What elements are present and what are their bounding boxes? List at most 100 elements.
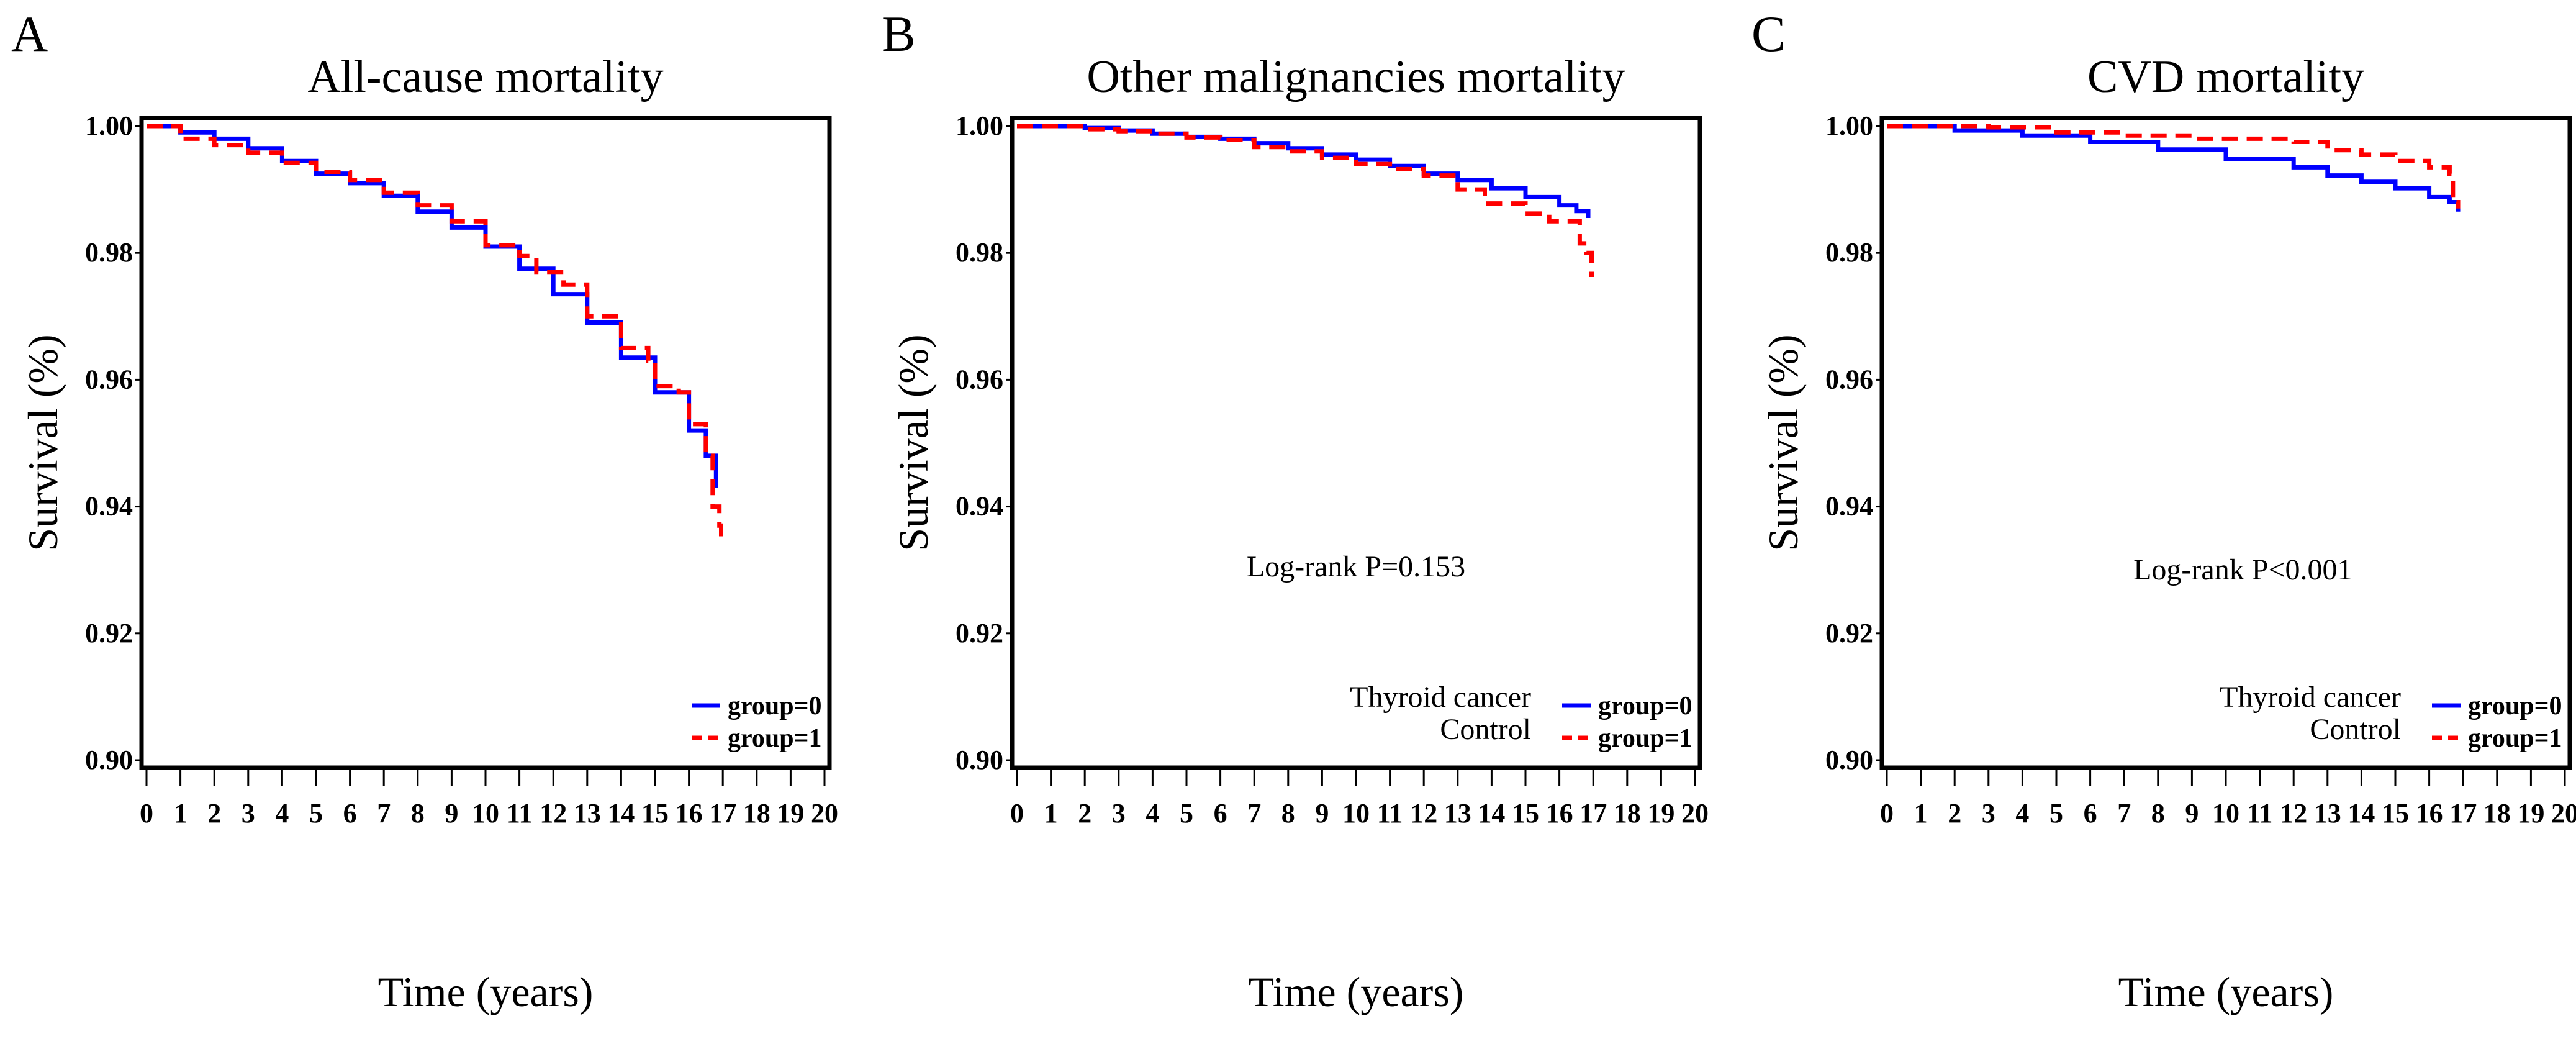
x-tick-label: 14 <box>607 798 635 829</box>
x-tick-label: 3 <box>1982 798 1995 829</box>
x-tick-label: 15 <box>1512 798 1539 829</box>
x-tick-label: 16 <box>1546 798 1573 829</box>
y-tick-label: 1.00 <box>1825 111 1873 141</box>
x-tick-label: 11 <box>1377 798 1403 829</box>
x-tick-label: 8 <box>2151 798 2165 829</box>
x-tick-label: 4 <box>275 798 289 829</box>
panel-letter: A <box>11 6 48 62</box>
y-tick-label: 0.98 <box>85 237 133 268</box>
plot-frame <box>139 116 832 770</box>
x-tick-label: 5 <box>309 798 323 829</box>
log-rank-annotation: Log-rank P=0.153 <box>1247 550 1465 583</box>
survival-curve-group-0 <box>1017 124 1591 218</box>
survival-curve-group-1 <box>1017 124 1594 277</box>
y-tick-label: 1.00 <box>85 111 133 141</box>
x-tick-label: 16 <box>676 798 703 829</box>
x-tick-label: 12 <box>1410 798 1437 829</box>
x-tick-label: 3 <box>1112 798 1126 829</box>
y-tick-label: 1.00 <box>956 111 1003 141</box>
x-tick-label: 14 <box>1478 798 1505 829</box>
panel-letter: C <box>1751 6 1786 62</box>
x-tick-label: 2 <box>1078 798 1091 829</box>
log-rank-annotation: Log-rank P<0.001 <box>2133 553 2352 586</box>
x-tick-label: 20 <box>1681 798 1709 829</box>
panel-a: A All-cause mortality Time (years) Survival… <box>11 6 838 1015</box>
x-tick-label: 9 <box>1315 798 1329 829</box>
legend-label: group=1 <box>1598 724 1692 753</box>
y-tick-label: 0.90 <box>956 745 1003 775</box>
y-tick-label: 0.94 <box>1825 491 1873 522</box>
x-tick-label: 17 <box>709 798 736 829</box>
x-axis-label: Time (years) <box>378 968 594 1015</box>
y-axis-label: Survival (%) <box>19 334 66 551</box>
x-tick-label: 13 <box>2314 798 2341 829</box>
x-tick-label: 19 <box>2517 798 2544 829</box>
x-tick-label: 2 <box>1948 798 1961 829</box>
x-tick-label: 13 <box>1444 798 1471 829</box>
x-tick-label: 1 <box>1044 798 1058 829</box>
y-tick-label: 0.90 <box>1825 745 1873 775</box>
panel-c: C CVD mortality Time (years) Survival (%) 0.… <box>1751 6 2576 1015</box>
x-tick-label: 6 <box>2084 798 2097 829</box>
x-tick-label: 7 <box>1247 798 1261 829</box>
x-tick-label: 15 <box>2382 798 2409 829</box>
plot-frame <box>1879 116 2572 770</box>
survival-curve-group-1 <box>147 124 723 545</box>
chart-title: CVD mortality <box>2087 52 2364 102</box>
x-tick-label: 5 <box>2050 798 2063 829</box>
x-tick-label: 20 <box>2551 798 2576 829</box>
y-tick-label: 0.98 <box>956 237 1003 268</box>
x-tick-label: 1 <box>1914 798 1928 829</box>
x-tick-label: 12 <box>540 798 567 829</box>
x-tick-label: 2 <box>207 798 221 829</box>
x-tick-label: 14 <box>2348 798 2375 829</box>
x-tick-label: 20 <box>811 798 838 829</box>
x-tick-label: 5 <box>1180 798 1193 829</box>
x-tick-label: 10 <box>1342 798 1370 829</box>
x-tick-label: 0 <box>1880 798 1894 829</box>
x-tick-label: 4 <box>2015 798 2029 829</box>
x-axis-label: Time (years) <box>1249 968 1464 1015</box>
x-tick-label: 0 <box>140 798 153 829</box>
x-tick-label: 17 <box>1579 798 1607 829</box>
y-tick-label: 0.92 <box>956 618 1003 648</box>
x-tick-label: 10 <box>2212 798 2239 829</box>
x-tick-label: 7 <box>2117 798 2131 829</box>
legend-group-name: Control <box>2310 713 2401 746</box>
x-tick-label: 8 <box>411 798 425 829</box>
x-tick-label: 7 <box>377 798 391 829</box>
x-tick-label: 4 <box>1146 798 1159 829</box>
y-tick-label: 0.98 <box>1825 237 1873 268</box>
y-tick-label: 0.94 <box>85 491 133 522</box>
plot-frame <box>1010 116 1702 770</box>
x-tick-label: 18 <box>743 798 771 829</box>
x-tick-label: 10 <box>472 798 499 829</box>
survival-curve-group-1 <box>1887 124 2461 209</box>
y-tick-label: 0.92 <box>1825 618 1873 648</box>
y-tick-label: 0.94 <box>956 491 1003 522</box>
y-tick-label: 0.96 <box>85 364 133 394</box>
survival-curve-group-0 <box>147 124 718 488</box>
x-tick-label: 17 <box>2449 798 2477 829</box>
x-tick-label: 13 <box>574 798 601 829</box>
x-tick-label: 1 <box>174 798 188 829</box>
panel-letter: B <box>882 6 916 62</box>
x-tick-label: 18 <box>2483 798 2511 829</box>
x-tick-label: 12 <box>2280 798 2307 829</box>
y-axis-label: Survival (%) <box>890 334 937 551</box>
survival-curve-group-0 <box>1887 124 2461 212</box>
panel-b: B Other malignancies mortality Time (years… <box>882 6 1709 1015</box>
x-tick-label: 19 <box>777 798 804 829</box>
x-tick-label: 18 <box>1614 798 1641 829</box>
x-tick-label: 0 <box>1010 798 1024 829</box>
y-tick-label: 0.96 <box>956 364 1003 394</box>
y-tick-label: 0.92 <box>85 618 133 648</box>
chart-title: Other malignancies mortality <box>1087 52 1625 102</box>
y-tick-label: 0.90 <box>85 745 133 775</box>
x-tick-label: 3 <box>242 798 255 829</box>
x-tick-label: 8 <box>1281 798 1295 829</box>
y-axis-label: Survival (%) <box>1760 334 1807 551</box>
legend-group-name: Control <box>1440 713 1531 746</box>
x-tick-label: 9 <box>445 798 458 829</box>
